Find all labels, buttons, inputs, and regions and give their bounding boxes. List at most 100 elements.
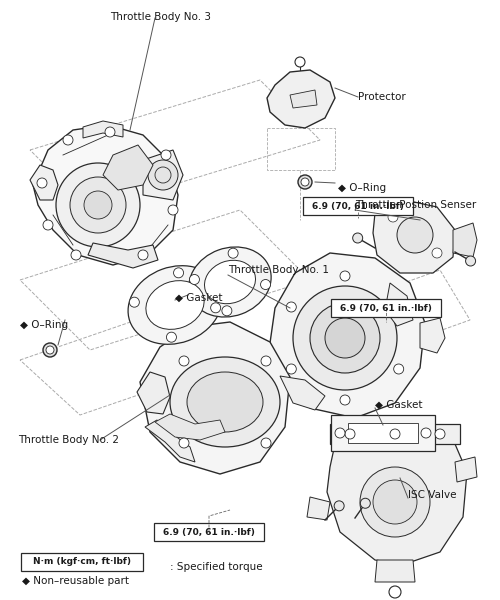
- Polygon shape: [290, 90, 317, 108]
- Polygon shape: [140, 322, 290, 474]
- Ellipse shape: [170, 357, 280, 447]
- Circle shape: [340, 395, 350, 405]
- FancyBboxPatch shape: [331, 299, 441, 317]
- Polygon shape: [33, 125, 178, 265]
- Circle shape: [179, 356, 189, 366]
- Circle shape: [390, 429, 400, 439]
- Circle shape: [325, 318, 365, 358]
- Circle shape: [340, 271, 350, 281]
- Polygon shape: [145, 420, 195, 462]
- Polygon shape: [330, 424, 460, 444]
- Polygon shape: [331, 415, 435, 451]
- Polygon shape: [420, 318, 445, 353]
- Text: 6.9 (70, 61 in.·lbf): 6.9 (70, 61 in.·lbf): [340, 304, 432, 313]
- Circle shape: [56, 163, 140, 247]
- Circle shape: [63, 135, 73, 145]
- FancyBboxPatch shape: [303, 197, 413, 215]
- Circle shape: [301, 178, 309, 186]
- Circle shape: [394, 302, 404, 312]
- Ellipse shape: [187, 372, 263, 432]
- Circle shape: [228, 248, 238, 258]
- Circle shape: [360, 467, 430, 537]
- Circle shape: [166, 332, 176, 342]
- Circle shape: [179, 438, 189, 448]
- Circle shape: [71, 250, 81, 260]
- Polygon shape: [375, 560, 415, 582]
- Text: N·m (kgf·cm, ft·lbf): N·m (kgf·cm, ft·lbf): [33, 557, 131, 566]
- Circle shape: [43, 220, 53, 230]
- Polygon shape: [385, 283, 413, 326]
- FancyBboxPatch shape: [21, 553, 143, 571]
- Circle shape: [260, 280, 270, 290]
- Circle shape: [389, 586, 401, 598]
- Circle shape: [174, 268, 184, 278]
- Circle shape: [210, 303, 220, 313]
- Polygon shape: [373, 200, 455, 273]
- Circle shape: [138, 250, 148, 260]
- Circle shape: [435, 429, 445, 439]
- Circle shape: [261, 438, 271, 448]
- Polygon shape: [143, 150, 183, 200]
- FancyBboxPatch shape: [154, 523, 264, 541]
- Polygon shape: [137, 372, 170, 414]
- Text: Protector: Protector: [358, 92, 406, 102]
- Circle shape: [345, 429, 355, 439]
- Text: ◆ O–Ring: ◆ O–Ring: [338, 183, 386, 193]
- Circle shape: [286, 364, 296, 374]
- Text: 6.9 (70, 61 in.·lbf): 6.9 (70, 61 in.·lbf): [163, 527, 255, 536]
- Text: ◆ O–Ring: ◆ O–Ring: [20, 320, 68, 330]
- Polygon shape: [348, 423, 418, 443]
- Circle shape: [148, 160, 178, 190]
- Circle shape: [105, 127, 115, 137]
- Ellipse shape: [128, 266, 222, 344]
- Text: 6.9 (70, 61 in.·lbf): 6.9 (70, 61 in.·lbf): [312, 202, 404, 211]
- Circle shape: [373, 480, 417, 524]
- Circle shape: [360, 498, 370, 508]
- Text: ◆ Non–reusable part: ◆ Non–reusable part: [22, 576, 129, 586]
- Polygon shape: [30, 165, 58, 200]
- Circle shape: [84, 191, 112, 219]
- Circle shape: [335, 428, 345, 438]
- Circle shape: [261, 356, 271, 366]
- Circle shape: [394, 364, 404, 374]
- Circle shape: [310, 303, 380, 373]
- Text: Throttle Body No. 2: Throttle Body No. 2: [18, 435, 119, 445]
- Circle shape: [466, 256, 475, 266]
- Text: ◆ Gasket: ◆ Gasket: [375, 400, 422, 410]
- Text: ◆ Gasket: ◆ Gasket: [175, 293, 222, 303]
- Polygon shape: [155, 414, 225, 440]
- Circle shape: [334, 501, 344, 511]
- Polygon shape: [453, 223, 477, 257]
- Ellipse shape: [189, 247, 271, 317]
- Circle shape: [432, 248, 442, 258]
- Polygon shape: [307, 497, 330, 520]
- Polygon shape: [327, 444, 467, 564]
- Ellipse shape: [204, 260, 256, 304]
- Polygon shape: [83, 121, 123, 138]
- Circle shape: [130, 297, 140, 307]
- Circle shape: [168, 205, 178, 215]
- Circle shape: [352, 233, 362, 243]
- Text: ISC Valve: ISC Valve: [408, 490, 457, 500]
- Circle shape: [161, 150, 171, 160]
- Circle shape: [46, 346, 54, 354]
- Text: : Specified torque: : Specified torque: [170, 562, 262, 572]
- Circle shape: [397, 217, 433, 253]
- Circle shape: [298, 175, 312, 189]
- Polygon shape: [103, 145, 153, 190]
- Polygon shape: [88, 243, 158, 268]
- Circle shape: [295, 57, 305, 67]
- Polygon shape: [280, 376, 325, 410]
- Circle shape: [70, 177, 126, 233]
- Circle shape: [222, 306, 232, 316]
- Circle shape: [43, 343, 57, 357]
- Ellipse shape: [146, 281, 204, 329]
- Circle shape: [190, 274, 200, 284]
- Circle shape: [286, 302, 296, 312]
- Circle shape: [388, 212, 398, 222]
- Polygon shape: [267, 70, 335, 128]
- Text: Throttle Body No. 3: Throttle Body No. 3: [110, 12, 211, 22]
- Circle shape: [293, 286, 397, 390]
- Circle shape: [37, 178, 47, 188]
- Circle shape: [421, 428, 431, 438]
